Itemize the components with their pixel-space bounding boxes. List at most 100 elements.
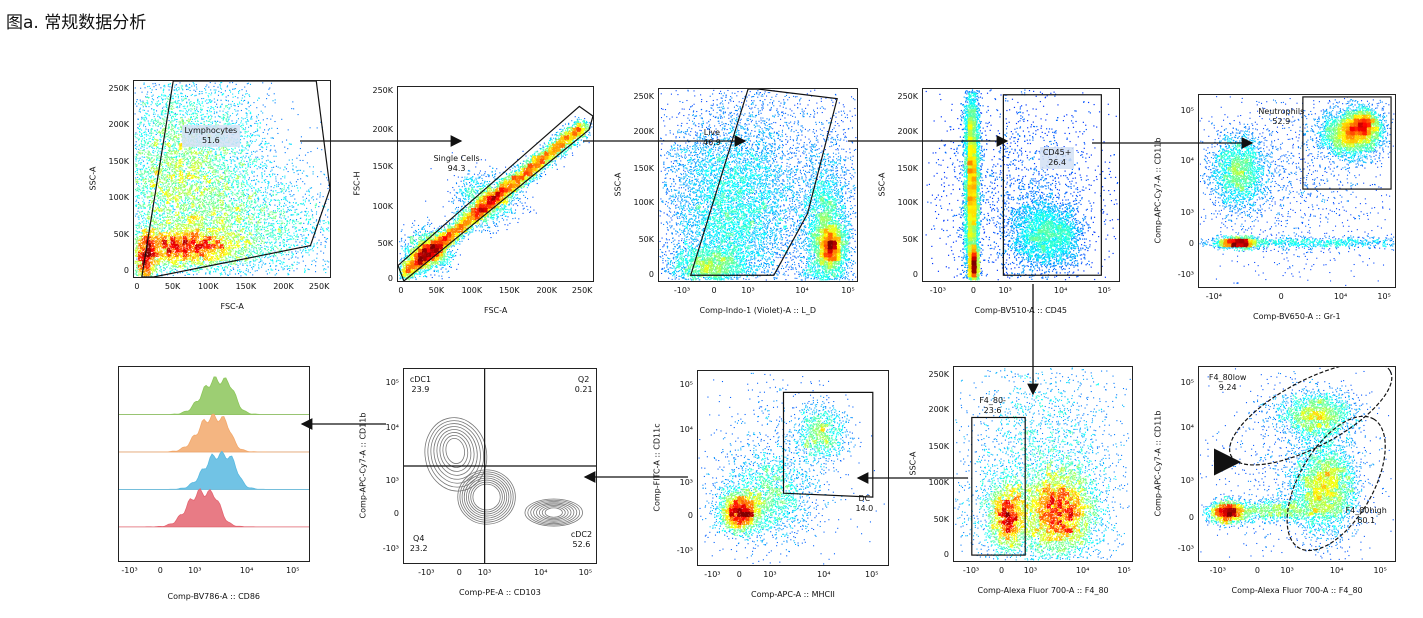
y-tick-label: -10³ (1164, 544, 1194, 553)
x-axis-label: Comp-Alexa Fluor 700-A :: F4_80 (1232, 586, 1363, 595)
y-tick-label: 50K (919, 515, 949, 524)
x-tick-label: 10³ (755, 570, 785, 579)
gate-name: Q4 (410, 534, 428, 544)
gate-name: F4_80high (1346, 506, 1387, 516)
density-points (660, 90, 857, 281)
histogram-series (119, 377, 309, 415)
y-axis-label: FSC-H (353, 114, 362, 254)
y-tick-label: 50K (363, 239, 393, 248)
y-tick-label: 250K (363, 86, 393, 95)
y-tick-label: 150K (99, 157, 129, 166)
y-axis-label: Comp-FITC-A :: CD11c (653, 398, 662, 538)
gate-label: DC 14.0 (855, 494, 873, 514)
x-axis-label: Comp-APC-A :: MHCII (751, 590, 835, 599)
y-tick-label: 0 (1164, 239, 1194, 248)
y-tick-label: 100K (99, 193, 129, 202)
x-tick-label: 10³ (469, 568, 499, 577)
histogram-series (119, 451, 309, 489)
x-tick-label: 200K (268, 282, 298, 291)
x-tick-label: 10⁵ (570, 568, 600, 577)
x-tick-label: 0 (122, 282, 152, 291)
live-plot: Live 46.9 (658, 88, 858, 282)
y-tick-label: 250K (99, 84, 129, 93)
x-tick-label: 10⁵ (1369, 292, 1399, 301)
gate-name: DC (855, 494, 873, 504)
x-tick-label: 10⁴ (526, 568, 556, 577)
x-tick-label: -10³ (1203, 566, 1233, 575)
y-tick-label: 100K (363, 202, 393, 211)
x-axis-label: Comp-PE-A :: CD103 (459, 588, 541, 597)
y-tick-label: 200K (363, 125, 393, 134)
gate-percent: 23.9 (410, 385, 431, 395)
y-axis-label: SSC-A (909, 394, 918, 534)
x-tick-label: 50K (158, 282, 188, 291)
y-axis-label: Comp-APC-Cy7-A :: CD11b (1154, 121, 1163, 261)
cd45-plot: CD45+ 26.4 (922, 88, 1120, 282)
x-tick-label: 0 (987, 566, 1017, 575)
y-tick-label: 150K (363, 162, 393, 171)
gate-label: F4_80low 9.24 (1209, 373, 1247, 393)
gate-percent: 51.6 (185, 136, 238, 146)
gate-name: F4_80- (979, 396, 1006, 406)
x-axis-label: Comp-BV786-A :: CD86 (168, 592, 261, 601)
gate-percent: 23.2 (410, 544, 428, 554)
x-tick-label: 10⁵ (1365, 566, 1395, 575)
y-tick-label: 0 (363, 274, 393, 283)
x-tick-label: -10⁴ (1199, 292, 1229, 301)
cd86-histogram-plot (118, 366, 310, 562)
x-tick-label: -10³ (667, 286, 697, 295)
x-tick-label: 10³ (990, 286, 1020, 295)
y-tick-label: 200K (624, 127, 654, 136)
y-tick-label: 10³ (369, 476, 399, 485)
plot-area (119, 367, 309, 561)
y-tick-label: 10⁵ (663, 380, 693, 389)
gate-percent: 0.21 (575, 385, 593, 395)
y-tick-label: 0 (663, 511, 693, 520)
gate-label: Q2 0.21 (575, 375, 593, 395)
x-axis-label: Comp-Alexa Fluor 700-A :: F4_80 (978, 586, 1109, 595)
x-tick-label: 100K (193, 282, 223, 291)
y-tick-label: -10³ (369, 544, 399, 553)
x-tick-label: 10⁵ (1109, 566, 1139, 575)
dc-plot: DC 14.0 (697, 370, 889, 566)
gate-label: Single Cells 94.3 (433, 154, 479, 174)
x-axis-label: FSC-A (484, 306, 507, 315)
y-axis-label: SSC-A (878, 115, 887, 255)
x-tick-label: 10⁴ (1046, 286, 1076, 295)
gate-percent: 26.4 (1043, 158, 1072, 168)
y-tick-label: 250K (624, 92, 654, 101)
x-tick-label: 0 (1242, 566, 1272, 575)
x-tick-label: 10³ (1015, 566, 1045, 575)
x-axis-label: Comp-BV650-A :: Gr-1 (1253, 312, 1341, 321)
x-tick-label: 100K (457, 286, 487, 295)
plot-area (398, 87, 593, 281)
y-axis-label: Comp-APC-Cy7-A :: CD11b (1154, 394, 1163, 534)
gate-percent: 14.0 (855, 504, 873, 514)
gate-label: cDC2 52.6 (571, 530, 592, 550)
gate-label: CD45+ 26.4 (1040, 147, 1075, 169)
x-axis-label: FSC-A (221, 302, 244, 311)
gate-name: cDC1 (410, 375, 431, 385)
plot-area (923, 89, 1119, 281)
density-points (399, 116, 593, 280)
y-tick-label: 200K (99, 120, 129, 129)
plot-area (404, 369, 596, 563)
gate-name: Q2 (575, 375, 593, 385)
x-tick-label: 10⁴ (1322, 566, 1352, 575)
x-tick-label: 0 (1266, 292, 1296, 301)
x-tick-label: -10³ (115, 566, 145, 575)
y-tick-label: 10⁴ (1164, 423, 1194, 432)
x-tick-label: 10⁴ (1326, 292, 1356, 301)
gate-percent: 23.6 (979, 406, 1006, 416)
y-tick-label: 100K (888, 198, 918, 207)
plot-area (698, 371, 888, 565)
y-tick-label: 10³ (1164, 208, 1194, 217)
gate-percent: 60.1 (1346, 516, 1387, 526)
gate-label: Neutrophils 52.9 (1258, 107, 1304, 127)
gate-name: Lymphocytes (185, 126, 238, 136)
y-tick-label: 250K (919, 370, 949, 379)
gate-label: F4_80- 23.6 (979, 396, 1006, 416)
x-tick-label: 10⁴ (1068, 566, 1098, 575)
x-tick-label: 0 (958, 286, 988, 295)
x-tick-label: 10⁵ (278, 566, 308, 575)
